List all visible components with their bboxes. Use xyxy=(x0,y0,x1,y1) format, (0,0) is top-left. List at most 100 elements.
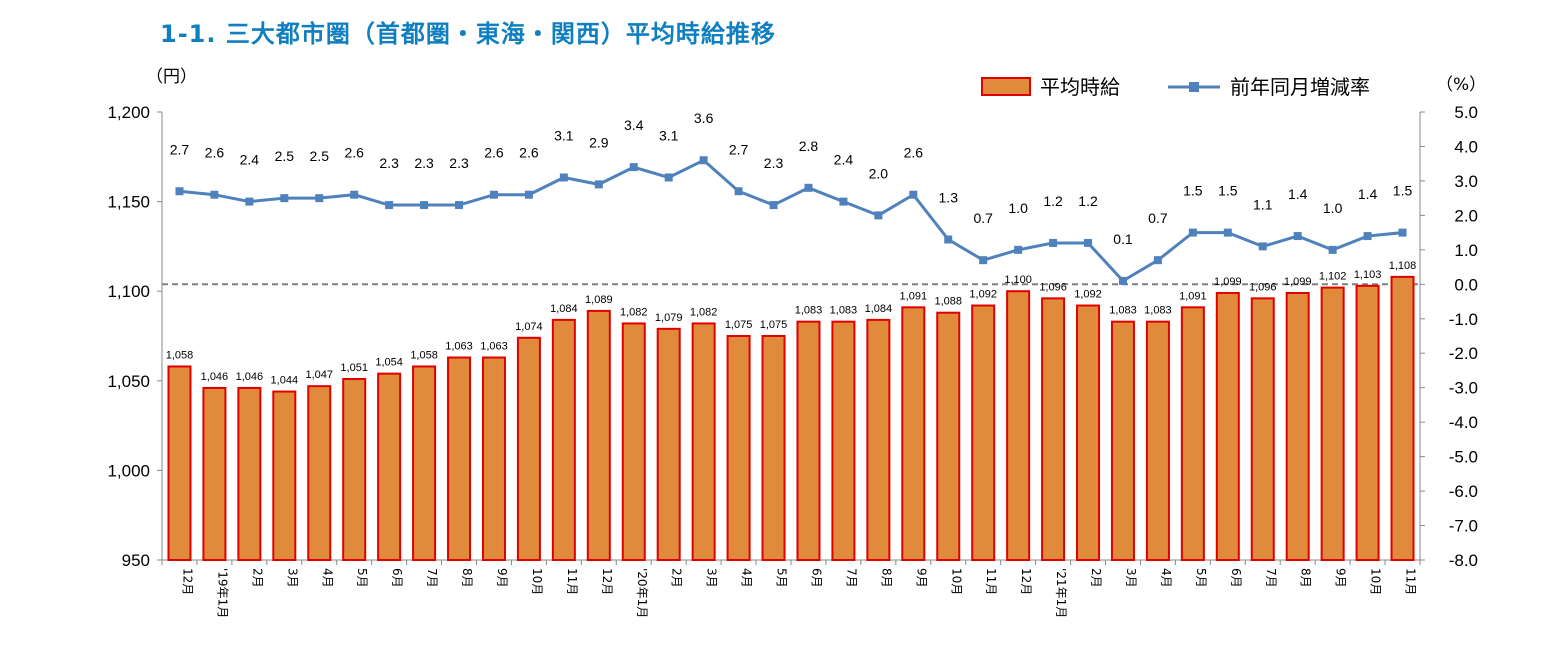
y2-tick-label: -7.0 xyxy=(1449,517,1478,536)
bar-value-label: 1,103 xyxy=(1354,269,1382,281)
bar xyxy=(481,356,506,561)
y2-tick-label: -2.0 xyxy=(1449,344,1478,363)
line-point xyxy=(804,183,813,192)
x-tick-label: 7月 xyxy=(1264,568,1278,588)
bar-value-label: 1,082 xyxy=(690,306,718,318)
y-tick-label: 1,100 xyxy=(107,282,150,301)
line-value-label: 1.4 xyxy=(1358,186,1378,202)
x-tick-label: 2月 xyxy=(250,568,264,588)
line-value-label: 2.3 xyxy=(414,155,434,171)
line-point xyxy=(315,194,324,203)
y2-tick-label: 0.0 xyxy=(1454,275,1478,294)
line-value-label: 2.5 xyxy=(275,148,295,164)
bar-value-label: 1,096 xyxy=(1039,281,1067,293)
bar-value-label: 1,099 xyxy=(1214,276,1242,288)
x-tick-label: '21年1月 xyxy=(1054,568,1068,618)
bar xyxy=(691,322,716,561)
line-value-label: 1.2 xyxy=(1043,193,1063,209)
x-tick-label: 8月 xyxy=(1299,568,1313,588)
y2-tick-label: 3.0 xyxy=(1454,172,1478,191)
line-value-label: 2.0 xyxy=(869,165,889,181)
bar-value-label: 1,096 xyxy=(1249,281,1277,293)
bar-value-label: 1,046 xyxy=(236,371,264,383)
line-point xyxy=(699,156,708,165)
bar xyxy=(621,322,646,561)
line-value-label: 2.6 xyxy=(205,145,225,161)
line-point xyxy=(559,173,568,182)
bar xyxy=(1215,291,1240,561)
y2-tick-label: -1.0 xyxy=(1449,310,1478,329)
bar xyxy=(656,327,681,561)
x-tick-label: 11月 xyxy=(984,568,998,595)
line-value-label: 2.4 xyxy=(240,152,260,168)
x-tick-label: 11月 xyxy=(565,568,579,595)
bar xyxy=(342,378,367,561)
x-tick-label: 12月 xyxy=(600,568,614,595)
x-tick-label: 7月 xyxy=(844,568,858,588)
bar-value-label: 1,063 xyxy=(480,341,508,353)
y2-tick-label: -6.0 xyxy=(1449,482,1478,501)
legend-label-line: 前年同月増減率 xyxy=(1230,75,1370,99)
line-value-label: 1.1 xyxy=(1253,196,1273,212)
line-value-label: 2.3 xyxy=(764,155,784,171)
axes: 1,200 1,150 1,100 1,050 1,000 950 5.0 4.0 3.0 2.0… xyxy=(107,67,1486,618)
line-point xyxy=(1118,276,1127,285)
bar xyxy=(831,320,856,561)
bar-value-label: 1,054 xyxy=(375,357,403,369)
bar-value-label: 1,075 xyxy=(725,319,753,331)
bar-value-label: 1,084 xyxy=(865,303,893,315)
line-point xyxy=(385,201,394,210)
y-axis-unit: （円） xyxy=(146,67,197,87)
x-tick-label: 3月 xyxy=(1124,568,1138,588)
line-value-label: 1.0 xyxy=(1323,200,1343,216)
bar-value-label: 1,082 xyxy=(620,306,648,318)
x-tick-label: 10月 xyxy=(1369,568,1383,595)
bar-value-label: 1,092 xyxy=(1074,289,1102,301)
bar-value-label: 1,058 xyxy=(410,349,438,361)
bar-value-label: 1,102 xyxy=(1319,271,1347,283)
line-value-label: 3.4 xyxy=(624,117,644,133)
line-value-label: 2.6 xyxy=(904,145,924,161)
line-value-label: 1.4 xyxy=(1288,186,1308,202)
line-value-label: 2.5 xyxy=(310,148,330,164)
bar-value-label: 1,091 xyxy=(900,290,928,302)
line-value-label: 0.7 xyxy=(1148,210,1168,226)
line-point xyxy=(1293,232,1302,241)
x-tick-label: 3月 xyxy=(285,568,299,588)
y2-axis-unit: （%） xyxy=(1436,75,1486,95)
bar xyxy=(1076,304,1101,562)
y2-tick-label: 5.0 xyxy=(1454,103,1478,122)
bar-value-label: 1,083 xyxy=(830,305,858,317)
line-point xyxy=(524,190,533,199)
chart-title: 1-1. 三大都市圏（首都圏・東海・関西）平均時給推移 xyxy=(160,20,776,48)
bar-series: 1,058 1,046 1,046 1,044 1,047 1,051 1,054 1,058… xyxy=(166,260,1416,562)
bar xyxy=(516,336,541,561)
y2-tick-label: -3.0 xyxy=(1449,379,1478,398)
line-point xyxy=(594,180,603,189)
x-tick-label: 4月 xyxy=(320,568,334,588)
bar-value-label: 1,083 xyxy=(1109,305,1137,317)
line-value-label: 1.0 xyxy=(1008,200,1028,216)
bar-value-label: 1,099 xyxy=(1284,276,1312,288)
bar-value-label: 1,074 xyxy=(515,321,543,333)
line-point xyxy=(489,190,498,199)
line-point xyxy=(350,190,359,199)
x-tick-label: 9月 xyxy=(1334,568,1348,588)
line-value-label: 0.1 xyxy=(1113,231,1133,247)
x-tick-label: 6月 xyxy=(390,568,404,588)
bar xyxy=(377,372,402,561)
line-value-label: 1.2 xyxy=(1078,193,1098,209)
y-tick-label: 1,000 xyxy=(107,461,150,480)
line-value-label: 2.7 xyxy=(170,141,190,157)
bar-value-label: 1,047 xyxy=(305,369,333,381)
line-value-label: 2.8 xyxy=(799,138,819,154)
legend-swatch-bar xyxy=(981,77,1031,96)
x-tick-label: 8月 xyxy=(460,568,474,588)
bar xyxy=(237,386,262,561)
x-tick-label: 8月 xyxy=(879,568,893,588)
line-point xyxy=(839,197,848,206)
bar xyxy=(1006,290,1031,561)
x-tick-label: 12月 xyxy=(180,568,194,595)
line-point xyxy=(280,194,289,203)
y-tick-label: 1,150 xyxy=(107,193,150,212)
